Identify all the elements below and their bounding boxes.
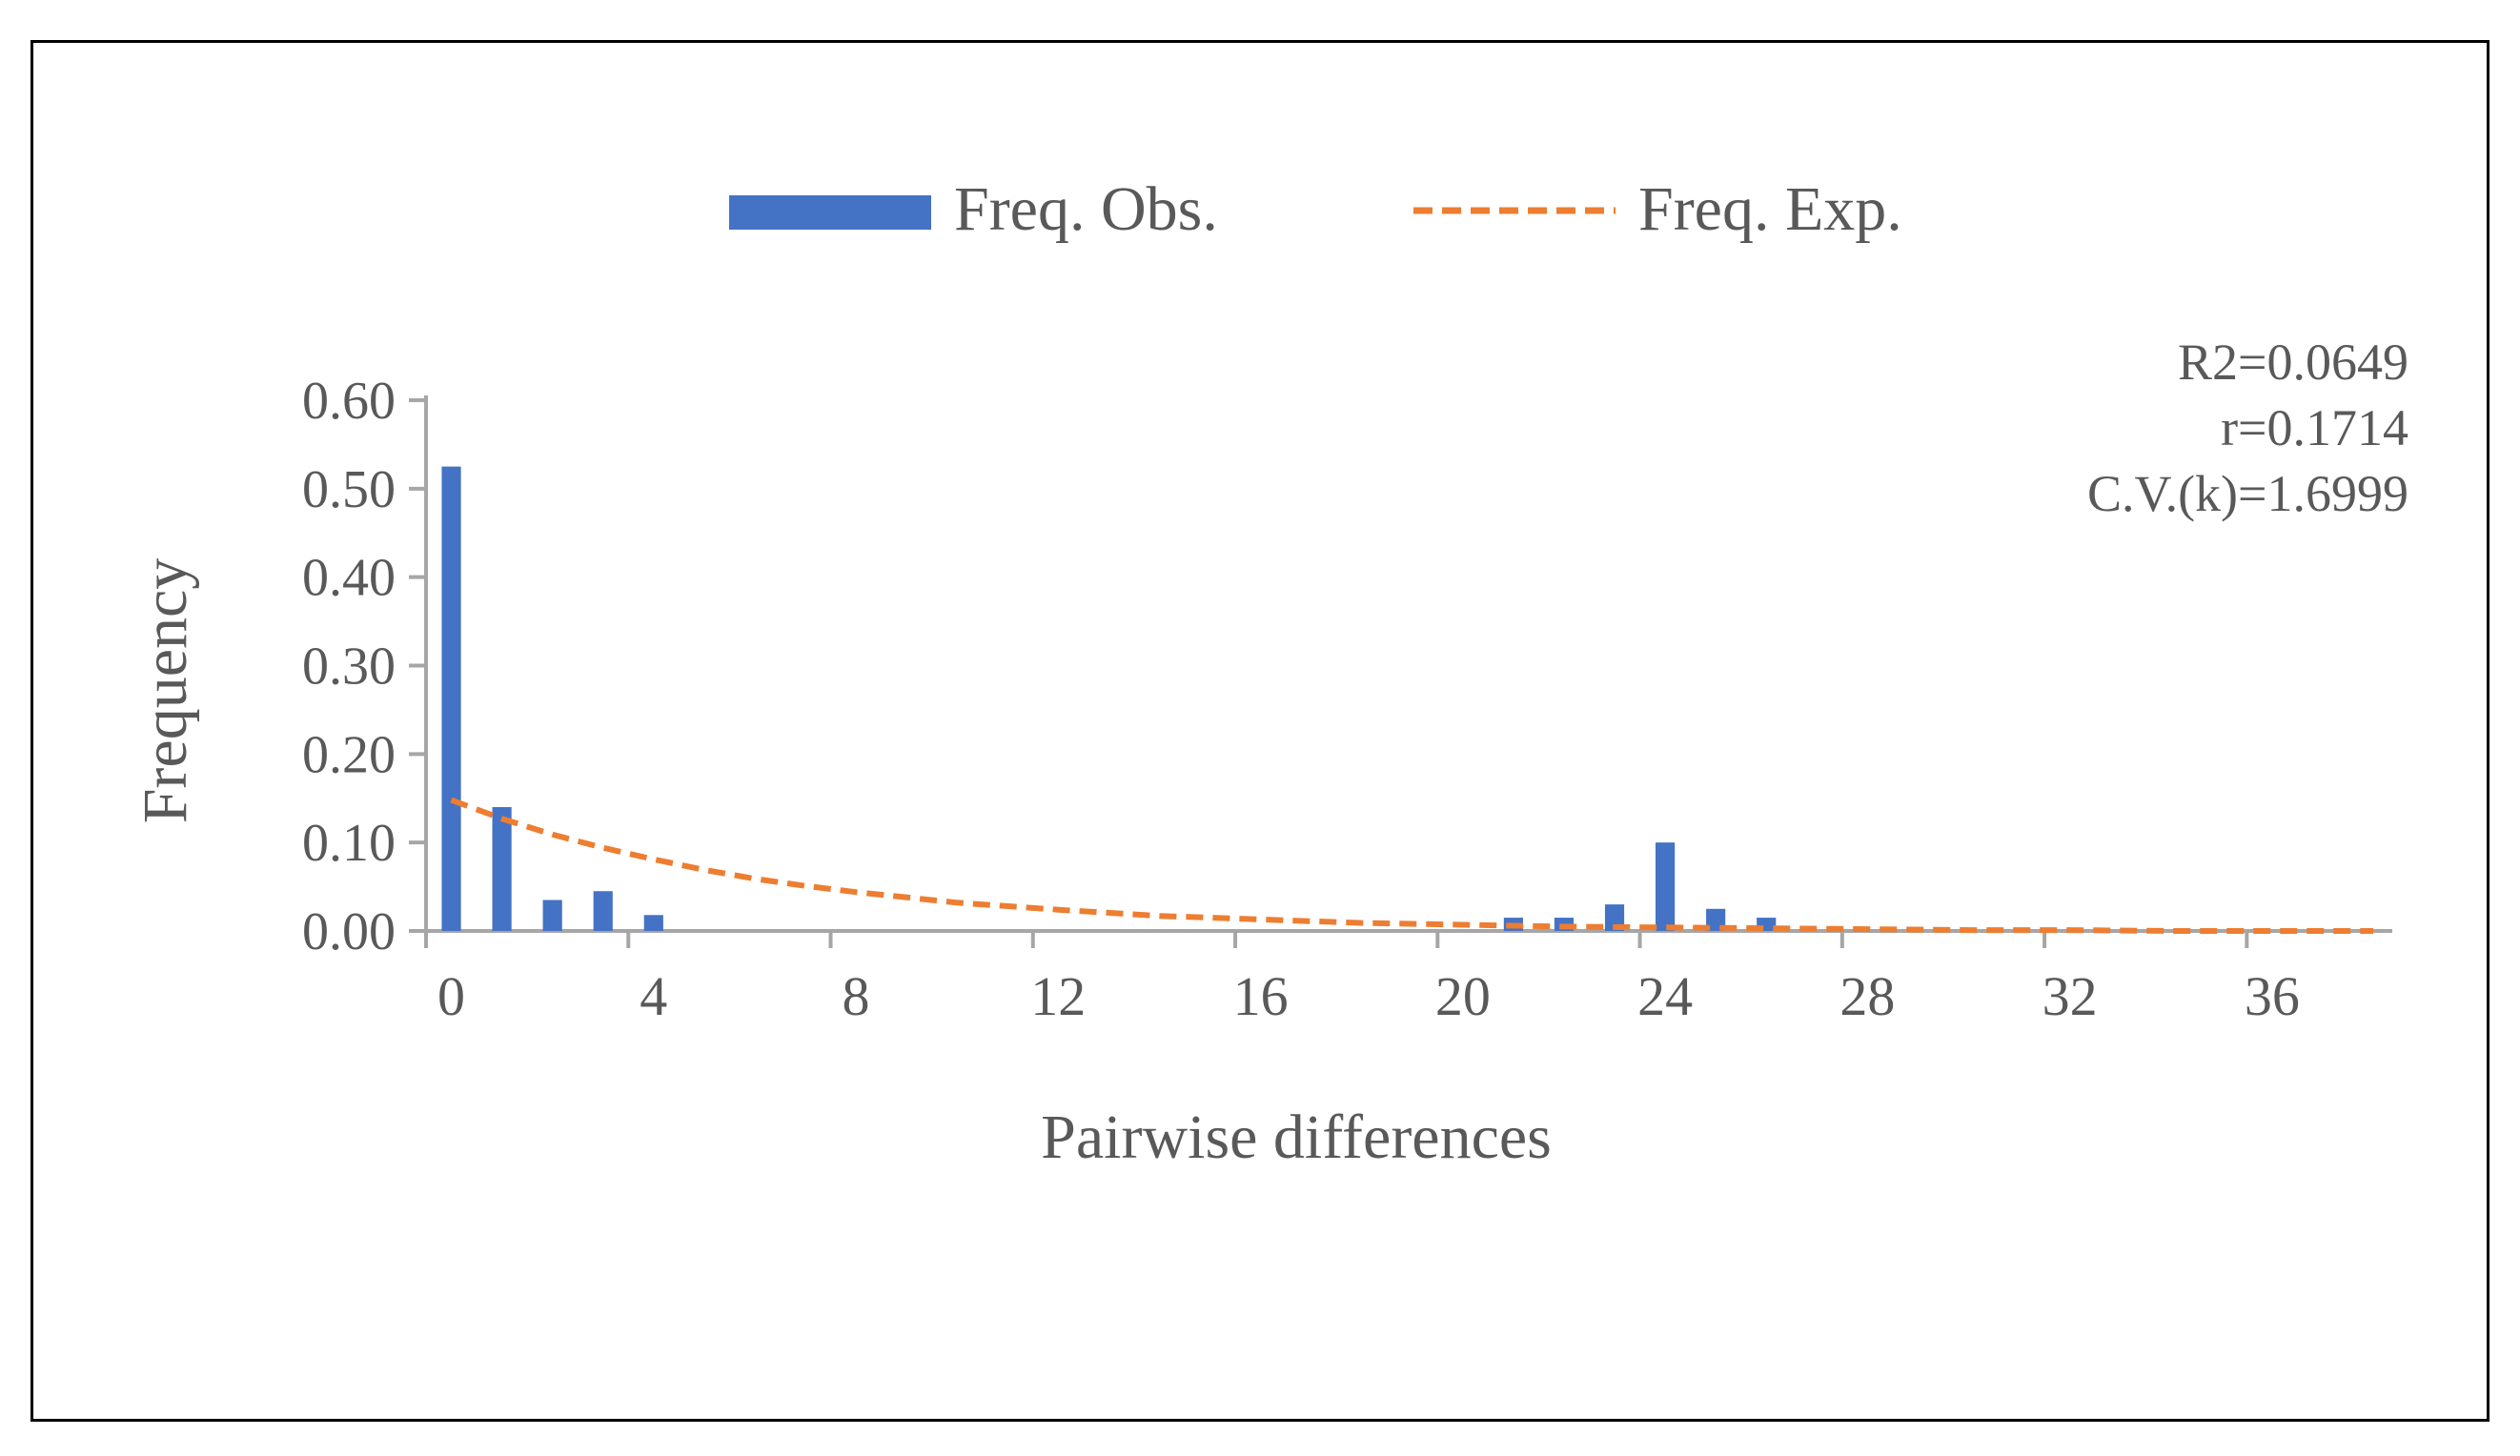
x-tick-label: 28 bbox=[1839, 965, 1895, 1027]
bar-obs bbox=[1656, 842, 1676, 931]
bar-obs bbox=[643, 915, 663, 931]
x-tick-label: 20 bbox=[1435, 965, 1491, 1027]
expected-frequency-line bbox=[450, 797, 2373, 934]
y-tick-label: 0.00 bbox=[302, 902, 396, 961]
bar-obs bbox=[542, 900, 562, 931]
x-tick-label: 0 bbox=[437, 965, 465, 1027]
stats-annotation: R2=0.0649 r=0.1714 C.V.(k)=1.6999 bbox=[2087, 334, 2408, 522]
bar-obs bbox=[492, 807, 512, 931]
y-axis-label: Frequency bbox=[131, 558, 200, 824]
annotation-r: r=0.1714 bbox=[2221, 399, 2408, 456]
bar-obs bbox=[593, 891, 613, 931]
y-tick-label: 0.10 bbox=[302, 814, 396, 873]
annotation-cv: C.V.(k)=1.6999 bbox=[2087, 465, 2408, 522]
x-axis-label: Pairwise differences bbox=[1041, 1102, 1552, 1172]
legend-swatch-obs bbox=[729, 195, 931, 230]
x-tick-label: 4 bbox=[640, 965, 667, 1027]
bar-series bbox=[441, 466, 1777, 931]
y-tick-label: 0.40 bbox=[302, 549, 396, 608]
expected-line-group bbox=[450, 797, 2373, 934]
y-tick-label: 0.60 bbox=[302, 372, 396, 431]
x-tick-label: 16 bbox=[1233, 965, 1289, 1027]
y-ticks: 0.00 0.10 0.20 0.30 0.40 0.50 0.60 bbox=[302, 372, 426, 961]
y-tick-label: 0.30 bbox=[302, 637, 396, 697]
x-tick-label: 32 bbox=[2042, 965, 2098, 1027]
x-tick-label: 12 bbox=[1030, 965, 1086, 1027]
annotation-r2: R2=0.0649 bbox=[2178, 334, 2408, 391]
chart-frame: Freq. Obs. Freq. Exp. R2=0.0649 r=0.1714… bbox=[30, 40, 2490, 1422]
x-tick-label: 24 bbox=[1637, 965, 1693, 1027]
legend: Freq. Obs. Freq. Exp. bbox=[729, 174, 1902, 244]
legend-label-obs: Freq. Obs. bbox=[954, 174, 1218, 244]
bar-obs bbox=[441, 466, 461, 931]
x-ticks: 0 4 8 12 16 20 24 28 32 36 bbox=[424, 931, 2300, 1027]
legend-label-exp: Freq. Exp. bbox=[1638, 174, 1902, 244]
x-tick-label: 8 bbox=[843, 965, 870, 1027]
y-tick-label: 0.20 bbox=[302, 725, 396, 784]
y-tick-label: 0.50 bbox=[302, 460, 396, 519]
x-tick-label: 36 bbox=[2245, 965, 2300, 1027]
chart: Freq. Obs. Freq. Exp. R2=0.0649 r=0.1714… bbox=[131, 174, 2408, 1172]
